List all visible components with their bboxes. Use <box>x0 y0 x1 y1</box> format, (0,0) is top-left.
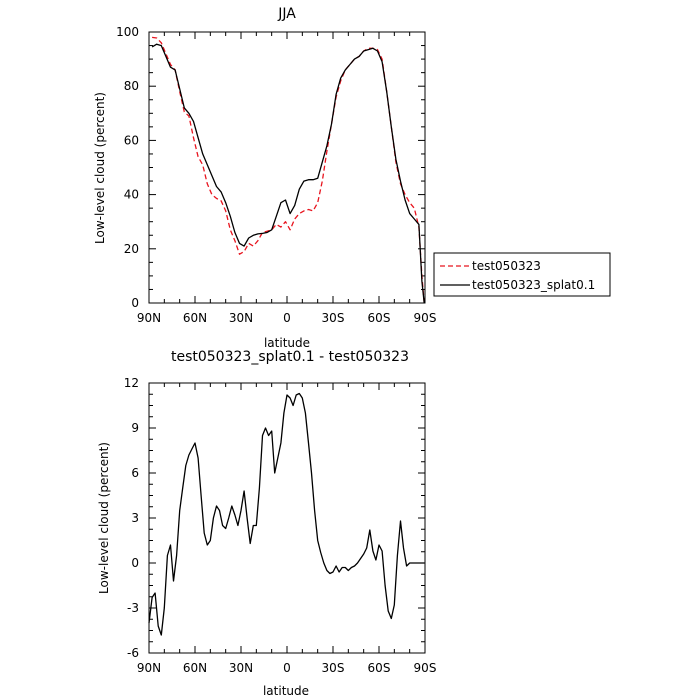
test050323-line <box>152 36 425 304</box>
top-chart-panel: JJA Low-level cloud (percent) latitude 9… <box>93 6 436 350</box>
top-chart-xtick-label: 60N <box>183 311 207 325</box>
bottom-chart-ytick-label: 3 <box>131 511 139 525</box>
bottom-chart-ytick-label: -3 <box>127 601 139 615</box>
legend-label-test050323-splat0-1: test050323_splat0.1 <box>472 278 595 292</box>
bottom-chart-ytick-label: 6 <box>131 466 139 480</box>
top-chart-xlabel: latitude <box>264 336 310 350</box>
difference-line <box>148 392 425 636</box>
bottom-chart-xtick-label: 90S <box>414 661 437 675</box>
top-chart-xtick-label: 90S <box>414 311 437 325</box>
bottom-chart-panel: test050323_splat0.1 - test050323 Low-lev… <box>97 349 436 698</box>
top-chart-xtick-label: 30N <box>229 311 253 325</box>
bottom-chart-ytick-label: -6 <box>127 646 139 660</box>
top-chart-xtick-label: 90N <box>137 311 161 325</box>
top-chart-tick-labels: 90N 60N 30N 0 30S 60S 90S 0 20 40 60 80 100 <box>116 25 436 325</box>
bottom-chart-ylabel: Low-level cloud (percent) <box>97 442 111 594</box>
top-chart-legend: test050323 test050323_splat0.1 <box>433 252 611 297</box>
bottom-chart-ytick-label: 0 <box>131 556 139 570</box>
bottom-chart-xtick-label: 0 <box>283 661 291 675</box>
bottom-chart-title: test050323_splat0.1 - test050323 <box>171 349 409 365</box>
legend-label-test050323: test050323 <box>472 259 541 273</box>
bottom-chart-ticks <box>148 382 426 654</box>
bottom-chart-ytick-label: 12 <box>124 376 139 390</box>
legend-box <box>433 252 611 297</box>
bottom-chart-frame <box>148 382 426 654</box>
bottom-chart-xlabel: latitude <box>263 684 309 698</box>
top-chart-xtick-label: 30S <box>322 311 345 325</box>
bottom-chart-xtick-label: 60S <box>368 661 391 675</box>
bottom-chart-lines <box>148 392 425 636</box>
top-chart-ytick-label: 0 <box>131 296 139 310</box>
bottom-chart-ytick-label: 9 <box>131 421 139 435</box>
bottom-chart-xtick-label: 90N <box>137 661 161 675</box>
top-chart-xtick-label: 60S <box>368 311 391 325</box>
top-chart-ytick-label: 20 <box>124 242 139 256</box>
top-chart-xtick-label: 0 <box>283 311 291 325</box>
top-chart-frame <box>148 31 426 304</box>
top-chart-title: JJA <box>277 6 296 22</box>
top-chart-ytick-label: 40 <box>124 188 139 202</box>
bottom-chart-xtick-label: 60N <box>183 661 207 675</box>
bottom-chart-xtick-label: 30S <box>322 661 345 675</box>
top-chart-ytick-label: 60 <box>124 133 139 147</box>
top-chart-ylabel: Low-level cloud (percent) <box>93 92 107 244</box>
bottom-chart-tick-labels: 90N 60N 30N 0 30S 60S 90S -6 -3 0 3 6 9 12 <box>124 376 437 675</box>
test050323-splat0-1-line <box>151 43 425 304</box>
top-chart-ytick-label: 100 <box>116 25 139 39</box>
bottom-chart-xtick-label: 30N <box>229 661 253 675</box>
top-chart-lines <box>151 36 425 304</box>
top-chart-ytick-label: 80 <box>124 79 139 93</box>
